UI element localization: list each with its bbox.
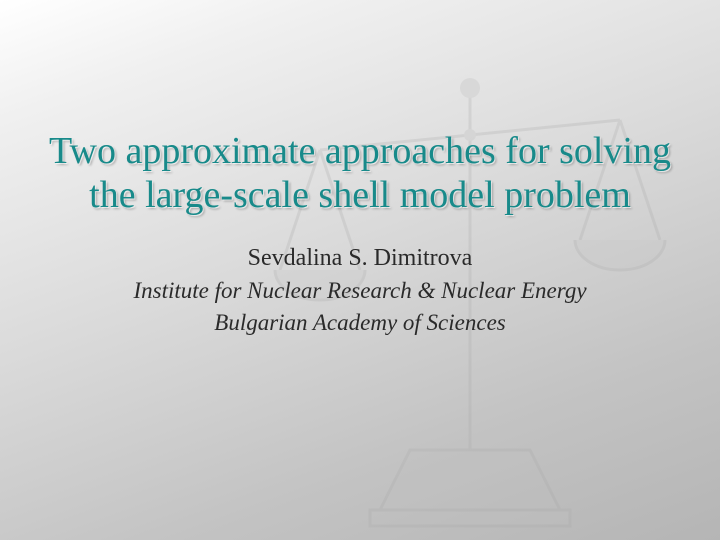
affiliation-institute: Institute for Nuclear Research & Nuclear… [0,278,720,304]
slide-title: Two approximate approaches for solving t… [40,130,680,217]
slide: Two approximate approaches for solving t… [0,0,720,540]
affiliation-academy: Bulgarian Academy of Sciences [0,310,720,336]
author-name: Sevdalina S. Dimitrova [0,245,720,272]
slide-content: Two approximate approaches for solving t… [0,130,720,336]
